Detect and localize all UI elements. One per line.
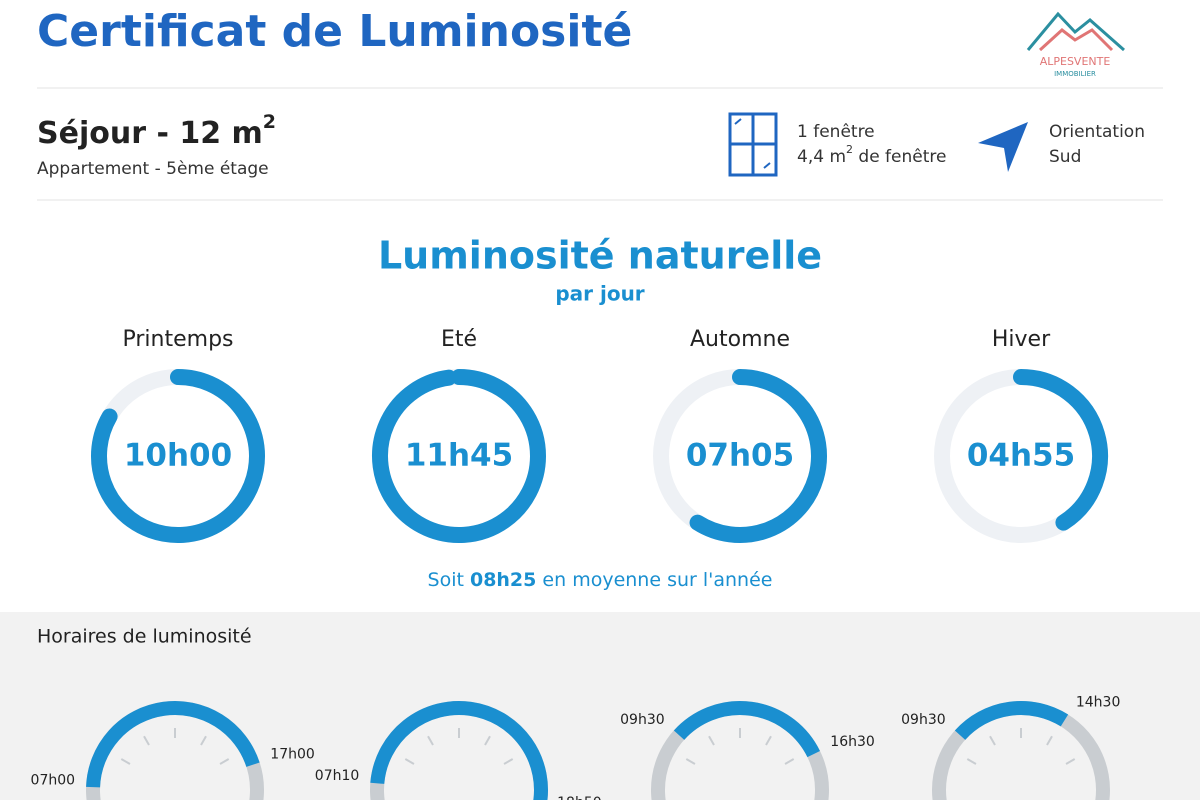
logo-sub: IMMOBILIER xyxy=(1054,70,1096,78)
gauge-tick xyxy=(200,735,207,746)
gauge-end: 18h50 xyxy=(557,795,602,800)
gauge-arc xyxy=(954,701,1069,740)
gauge-tick xyxy=(765,735,772,746)
season-duration: 07h05 xyxy=(686,438,794,474)
orientation-value: Sud xyxy=(1049,147,1081,167)
gauge-start: 09h30 xyxy=(901,712,946,728)
orientation-label: Orientation xyxy=(1049,122,1145,142)
gauge-end: 14h30 xyxy=(1076,695,1121,711)
gauge-tick xyxy=(989,735,996,746)
gauge-tick xyxy=(143,735,150,746)
gauge-tick xyxy=(484,735,491,746)
season-duration: 04h55 xyxy=(967,438,1075,474)
logo-name: ALPESVENTE xyxy=(1040,55,1111,68)
gauge-tick xyxy=(966,758,977,765)
season-name: Eté xyxy=(441,327,477,352)
daylight-summary: Soit 08h25 en moyenne sur l'année xyxy=(428,569,773,591)
window-area: 4,4 m2 de fenêtre xyxy=(797,143,946,167)
daylight-title: Luminosité naturelle xyxy=(378,234,822,278)
gauge-tick xyxy=(404,758,415,765)
gauge-arc xyxy=(370,701,548,800)
gauge-arc xyxy=(86,701,260,788)
window-icon xyxy=(728,112,778,177)
season-duration: 10h00 xyxy=(124,438,232,474)
gauge-tick xyxy=(503,758,514,765)
donut-arc xyxy=(372,369,546,543)
schedule-title: Horaires de luminosité xyxy=(37,626,252,648)
gauge-end: 16h30 xyxy=(830,734,875,750)
season-name: Automne xyxy=(690,327,790,352)
room-title: Séjour - 12 m2 xyxy=(37,111,276,151)
season-name: Printemps xyxy=(123,327,234,352)
season-name: Hiver xyxy=(992,327,1051,352)
gauge-end: 17h00 xyxy=(270,746,315,762)
gauge-tick xyxy=(685,758,696,765)
gauge-tick xyxy=(708,735,715,746)
gauge-start: 07h00 xyxy=(31,773,76,789)
logo: ALPESVENTE IMMOBILIER xyxy=(1026,11,1125,78)
gauge-tick xyxy=(1046,735,1053,746)
room-subtitle: Appartement - 5ème étage xyxy=(37,159,269,179)
gauge-start: 07h10 xyxy=(315,768,360,784)
gauge-tick xyxy=(1065,758,1076,765)
gauge-tick xyxy=(219,758,230,765)
daylight-subtitle: par jour xyxy=(555,282,644,306)
title: Certificat de Luminosité xyxy=(37,6,632,57)
gauge-start: 09h30 xyxy=(620,712,665,728)
orientation-icon xyxy=(978,122,1028,172)
donut-arc xyxy=(91,369,265,543)
gauge-tick xyxy=(120,758,131,765)
gauge-tick xyxy=(784,758,795,765)
window-count: 1 fenêtre xyxy=(797,122,875,142)
gauge-tick xyxy=(427,735,434,746)
gauge-arc xyxy=(673,701,820,758)
donut-arc xyxy=(1013,369,1108,531)
season-duration: 11h45 xyxy=(405,438,513,474)
donut-arc xyxy=(689,369,827,543)
